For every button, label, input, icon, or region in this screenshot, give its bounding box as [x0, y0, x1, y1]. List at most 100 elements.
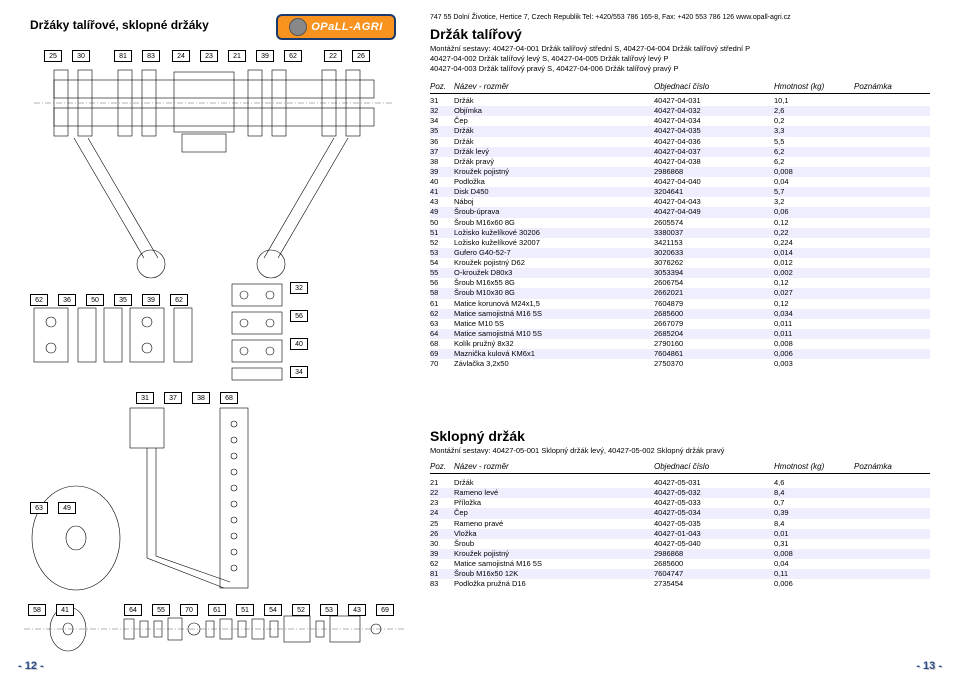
callout: 52 — [292, 604, 310, 616]
callout: 35 — [114, 294, 132, 306]
logo: OPaLL-AGRI — [276, 14, 396, 40]
callout: 51 — [236, 604, 254, 616]
callout: 32 — [290, 282, 308, 294]
callout: 70 — [180, 604, 198, 616]
callout: 34 — [290, 366, 308, 378]
table-row: 54Kroužek pojistný D6230762620,012 — [430, 258, 930, 268]
callout: 62 — [284, 50, 302, 62]
table-row: 56Šroub M16x55 8G26067540,12 — [430, 278, 930, 288]
table-row: 63Matice M10 5S26670790,011 — [430, 319, 930, 329]
table-row: 70Závlačka 3,2x5027503700,003 — [430, 359, 930, 369]
callout: 22 — [324, 50, 342, 62]
callout: 83 — [142, 50, 160, 62]
hdr-poz: Poz. — [430, 82, 454, 91]
callout: 40 — [290, 338, 308, 350]
page-num-left: - 12 - — [18, 660, 44, 672]
table-row: 58Šroub M10x30 8G26620210,027 — [430, 288, 930, 298]
callout: 37 — [164, 392, 182, 404]
table-row: 36Držák40427-04-0365,5 — [430, 137, 930, 147]
table-row: 30Šroub40427-05-0400,31 — [430, 539, 930, 549]
table-row: 41Disk D45032046415,7 — [430, 187, 930, 197]
table-row: 68Kolík pružný 8x3227901600,008 — [430, 339, 930, 349]
hdr-name: Název - rozměr — [454, 462, 654, 471]
callout: 30 — [72, 50, 90, 62]
table-row: 25Rameno pravé40427-05-0358,4 — [430, 519, 930, 529]
callout: 39 — [142, 294, 160, 306]
table-row: 62Matice samojistná M16 5S26856000,034 — [430, 309, 930, 319]
callout: 25 — [44, 50, 62, 62]
hdr-obj: Objednací číslo — [654, 82, 774, 91]
table-row: 52Ložisko kuželíkové 3200734211530,224 — [430, 238, 930, 248]
table-row: 40Podložka40427-04-0400,04 — [430, 177, 930, 187]
callout: 61 — [208, 604, 226, 616]
callout: 21 — [228, 50, 246, 62]
table-row: 53Gufero G40-52-730206330,014 — [430, 248, 930, 258]
hdr-obj: Objednací číslo — [654, 462, 774, 471]
table-row: 22Rameno levé40427-05-0328,4 — [430, 488, 930, 498]
table-row: 83Podložka pružná D1627354540,006 — [430, 579, 930, 589]
table1-body: 31Držák40427-04-03110,132Objímka40427-04… — [430, 96, 930, 369]
table-row: 51Ložisko kuželíkové 3020633800370,22 — [430, 228, 930, 238]
page-title: Držáky talířové, sklopné držáky — [30, 18, 209, 32]
hdr-pozn: Poznámka — [854, 82, 924, 91]
callout: 23 — [200, 50, 218, 62]
table-row: 37Držák levý40427-04-0376,2 — [430, 147, 930, 157]
table-row: 69Maznička kulová KM6x176048610,006 — [430, 349, 930, 359]
callout: 54 — [264, 604, 282, 616]
assembly2-text: Montážní sestavy: 40427-05-001 Sklopný d… — [430, 446, 930, 455]
callout: 26 — [352, 50, 370, 62]
callout: 64 — [124, 604, 142, 616]
hdr-poz: Poz. — [430, 462, 454, 471]
table-row: 32Objímka40427-04-0322,6 — [430, 106, 930, 116]
callout: 55 — [152, 604, 170, 616]
callout: 36 — [58, 294, 76, 306]
contact-line: 747 55 Dolní Životice, Hertice 7, Czech … — [430, 14, 791, 21]
hdr-pozn: Poznámka — [854, 462, 924, 471]
callout: 39 — [256, 50, 274, 62]
callout: 53 — [320, 604, 338, 616]
logo-disc-icon — [289, 18, 307, 36]
hdr-name: Název - rozměr — [454, 82, 654, 91]
logo-text: OPaLL-AGRI — [311, 21, 383, 33]
table-row: 50Šroub M16x60 8G26055740,12 — [430, 218, 930, 228]
callout: 81 — [114, 50, 132, 62]
table-row: 38Držák pravý40427-04-0386,2 — [430, 157, 930, 167]
callout: 50 — [86, 294, 104, 306]
table-row: 24Čep40427-05-0340,39 — [430, 508, 930, 518]
callout: 63 — [30, 502, 48, 514]
section2-title: Sklopný držák — [430, 428, 525, 444]
assembly1-text: Montážní sestavy: 40427-04-001 Držák tal… — [430, 44, 930, 73]
table-row: 43Náboj40427-04-0433,2 — [430, 197, 930, 207]
table-row: 31Držák40427-04-03110,1 — [430, 96, 930, 106]
callout: 41 — [56, 604, 74, 616]
table-row: 21Držák40427-05-0314,6 — [430, 478, 930, 488]
table-row: 55O-kroužek D80x330533940,002 — [430, 268, 930, 278]
table-row: 61Matice korunová M24x1,576048790,12 — [430, 299, 930, 309]
callout: 31 — [136, 392, 154, 404]
hdr-hm: Hmotnost (kg) — [774, 82, 854, 91]
table-row: 81Šroub M16x50 12K76047470,11 — [430, 569, 930, 579]
callout: 69 — [376, 604, 394, 616]
callout: 68 — [220, 392, 238, 404]
callout: 58 — [28, 604, 46, 616]
callout: 56 — [290, 310, 308, 322]
table2-header: Poz. Název - rozměr Objednací číslo Hmot… — [430, 462, 930, 474]
diagram-exploded: 58 41 64 55 70 61 51 54 52 53 43 69 — [24, 604, 404, 664]
hdr-hm: Hmotnost (kg) — [774, 462, 854, 471]
page-num-right: - 13 - — [916, 660, 942, 672]
section1-title: Držák talířový — [430, 26, 522, 42]
callout: 38 — [192, 392, 210, 404]
diagram-main: 2530818324232139622226623650353962325640… — [24, 48, 404, 408]
table-row: 62Matice samojistná M16 5S26856000,04 — [430, 559, 930, 569]
callout: 43 — [348, 604, 366, 616]
callout: 49 — [58, 502, 76, 514]
table2-body: 21Držák40427-05-0314,622Rameno levé40427… — [430, 478, 930, 589]
table-row: 26Vložka40427-01-0430,01 — [430, 529, 930, 539]
table-row: 23Příložka40427-05-0330,7 — [430, 498, 930, 508]
table1-header: Poz. Název - rozměr Objednací číslo Hmot… — [430, 82, 930, 94]
table-row: 39Kroužek pojistný29868680,008 — [430, 549, 930, 559]
callout: 24 — [172, 50, 190, 62]
callout: 62 — [170, 294, 188, 306]
table-row: 34Čep40427-04-0340,2 — [430, 116, 930, 126]
table-row: 39Kroužek pojistný29868680,008 — [430, 167, 930, 177]
